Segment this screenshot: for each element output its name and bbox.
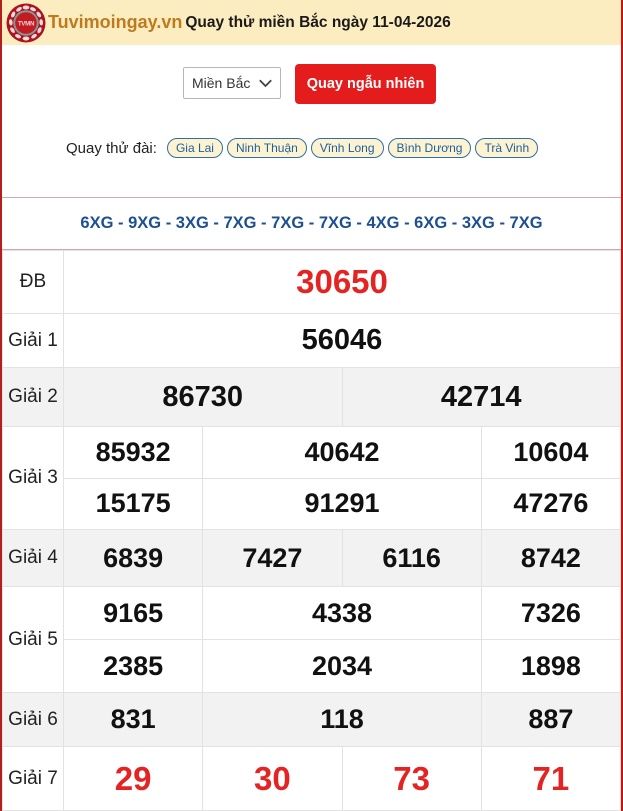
svg-text:TVMN: TVMN <box>18 20 35 27</box>
